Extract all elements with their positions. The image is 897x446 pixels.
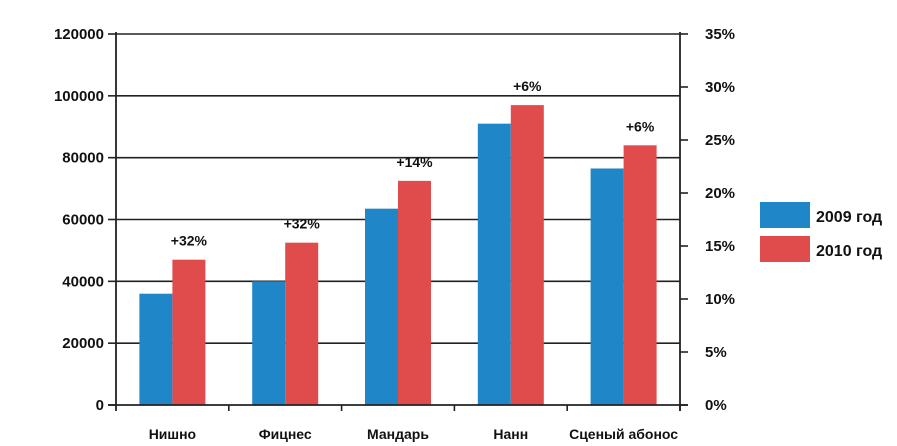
bar xyxy=(285,242,319,405)
legend-swatch xyxy=(760,202,810,228)
bar-annotation: +6% xyxy=(513,78,542,94)
x-axis-categories: Нишно Фицнес Мандарь Нанн Сценый абонос xyxy=(149,426,679,442)
bars xyxy=(139,105,657,406)
y2-tick-label: 0% xyxy=(705,397,727,414)
x-category-label: Нишно xyxy=(149,426,196,442)
bar xyxy=(477,123,511,406)
bar xyxy=(510,105,544,405)
bar-annotation: +6% xyxy=(626,118,655,134)
y-tick-label: 40000 xyxy=(62,273,104,290)
secondary-y-axis-ticks: 0% 5% 10% 15% 20% 25% 30% 35% xyxy=(680,26,735,414)
y2-tick-label: 15% xyxy=(705,238,735,255)
bar-annotation: +32% xyxy=(284,216,321,232)
y-tick-label: 0 xyxy=(96,397,104,414)
y2-tick-label: 5% xyxy=(705,344,727,361)
y-tick-label: 80000 xyxy=(62,150,104,167)
bar xyxy=(139,293,173,405)
y2-tick-label: 35% xyxy=(705,26,735,43)
bar-annotation: +32% xyxy=(171,233,208,249)
x-category-label: Фицнес xyxy=(259,426,312,442)
bar xyxy=(398,180,431,405)
bar xyxy=(590,168,624,405)
bar xyxy=(623,145,657,406)
y2-tick-label: 10% xyxy=(705,291,735,308)
y-axis-ticks: 0 20000 40000 60000 80000 100000 120000 xyxy=(54,26,116,414)
x-category-label: Мандарь xyxy=(367,426,429,442)
legend-label: 2010 год xyxy=(816,243,882,260)
bar-annotations: +32% +32% +14% +6% +6% xyxy=(171,78,655,249)
legend-label: 2009 год xyxy=(816,209,882,226)
y-tick-label: 20000 xyxy=(62,335,104,352)
bar-annotation: +14% xyxy=(396,154,433,170)
y-tick-label: 120000 xyxy=(54,26,104,43)
y2-tick-label: 20% xyxy=(705,185,735,202)
bar xyxy=(365,208,398,405)
y-tick-label: 100000 xyxy=(54,88,104,105)
x-category-label: Нанн xyxy=(493,426,528,442)
bar xyxy=(252,281,286,405)
bar xyxy=(172,259,206,405)
legend-swatch xyxy=(760,236,810,262)
y-tick-label: 60000 xyxy=(62,212,104,229)
x-category-label: Сценый абонос xyxy=(569,426,678,442)
y2-tick-label: 25% xyxy=(705,132,735,149)
y2-tick-label: 30% xyxy=(705,79,735,96)
legend: 2009 год 2010 год xyxy=(760,202,882,262)
